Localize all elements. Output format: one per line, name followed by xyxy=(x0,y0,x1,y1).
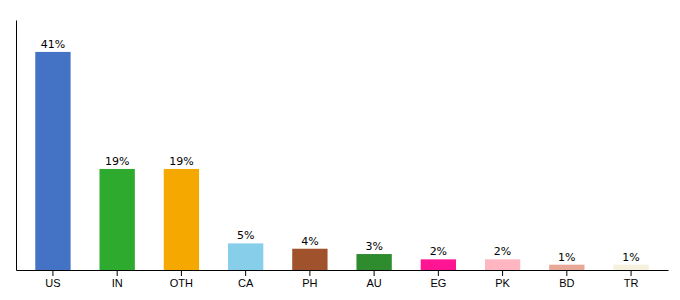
x-tick: AU xyxy=(366,270,381,289)
x-tick-label: CA xyxy=(238,277,254,289)
x-tick-label: PK xyxy=(495,277,510,289)
x-tick: CA xyxy=(238,270,254,289)
data-label: 5% xyxy=(237,229,254,242)
x-tick-mark xyxy=(245,270,246,276)
bar xyxy=(228,243,263,270)
bar xyxy=(613,265,648,270)
x-axis-line xyxy=(17,270,669,271)
x-tick: OTH xyxy=(170,270,193,289)
data-label: 41% xyxy=(41,38,65,51)
data-label: 19% xyxy=(169,155,193,168)
data-label: 19% xyxy=(105,155,129,168)
x-tick-mark xyxy=(438,270,439,276)
x-tick-label: EG xyxy=(430,277,446,289)
plot-area: US IN OTH CA PH AU EG PK BD TR 41% 19% 19% 5% 4% 3% 2% 2%… xyxy=(17,21,669,289)
x-tick-mark xyxy=(374,270,375,276)
x-tick: BD xyxy=(559,270,574,289)
x-tick-label: IN xyxy=(112,277,123,289)
x-tick-label: PH xyxy=(302,277,317,289)
x-axis: US IN OTH CA PH AU EG PK BD TR xyxy=(17,270,669,289)
x-tick-label: OTH xyxy=(170,277,193,289)
x-tick-label: US xyxy=(45,277,60,289)
x-tick-mark xyxy=(502,270,503,276)
x-tick: PH xyxy=(302,270,317,289)
bar xyxy=(292,249,327,270)
x-tick: PK xyxy=(495,270,510,289)
bar xyxy=(100,169,135,270)
x-tick-label: AU xyxy=(366,277,381,289)
x-tick-mark xyxy=(117,270,118,276)
data-label: 1% xyxy=(558,251,575,264)
y-axis xyxy=(16,21,17,271)
y-axis-line xyxy=(16,21,17,271)
bar xyxy=(164,169,199,270)
data-label: 2% xyxy=(430,245,447,258)
x-tick: EG xyxy=(430,270,446,289)
x-tick-label: BD xyxy=(559,277,574,289)
chart-container: US IN OTH CA PH AU EG PK BD TR 41% 19% 19% 5% 4% 3% 2% 2%… xyxy=(0,0,680,300)
bar xyxy=(485,259,520,270)
bar xyxy=(35,52,70,270)
x-tick-mark xyxy=(52,270,53,276)
data-label: 2% xyxy=(494,245,511,258)
bars xyxy=(35,52,648,270)
data-labels: 41% 19% 19% 5% 4% 3% 2% 2% 1% 1% xyxy=(41,38,640,264)
x-tick-mark xyxy=(181,270,182,276)
x-tick: IN xyxy=(112,270,123,289)
data-label: 3% xyxy=(365,240,382,253)
x-tick-mark xyxy=(566,270,567,276)
bar xyxy=(421,259,456,270)
x-tick-mark xyxy=(309,270,310,276)
x-tick-label: TR xyxy=(624,277,639,289)
data-label: 1% xyxy=(622,251,639,264)
x-tick: US xyxy=(45,270,60,289)
bar xyxy=(356,254,391,270)
bar xyxy=(549,265,584,270)
x-tick: TR xyxy=(624,270,639,289)
chart-svg: US IN OTH CA PH AU EG PK BD TR 41% 19% 19% 5% 4% 3% 2% 2%… xyxy=(0,0,680,300)
x-tick-mark xyxy=(631,270,632,276)
data-label: 4% xyxy=(301,235,318,248)
